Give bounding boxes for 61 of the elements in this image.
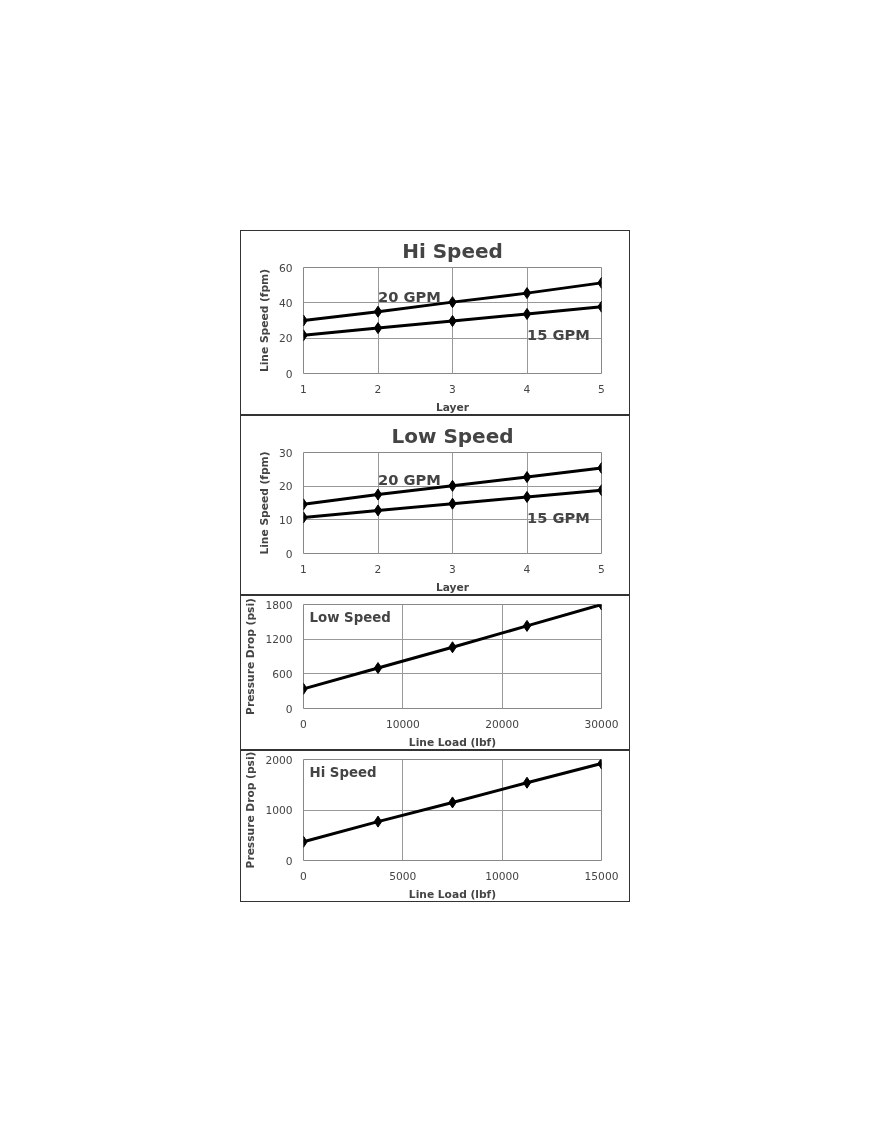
x-tick-label: 2 (374, 562, 382, 576)
series-label: 20 GPM (378, 287, 441, 305)
x-tick-label: 5 (598, 382, 605, 396)
y-tick-label: 1000 (265, 804, 293, 817)
x-tick-label: 4 (523, 562, 531, 576)
x-tick-label: 1 (300, 562, 307, 576)
y-tick-label: 2000 (265, 753, 293, 767)
y-tick-label: 30 (278, 446, 293, 460)
x-tick-label: 1 (300, 382, 307, 396)
y-axis-title: Line Speed (fpm) (257, 268, 271, 373)
point (373, 815, 383, 828)
point (373, 488, 383, 501)
x-tick-label: 3 (449, 382, 456, 396)
y-tick-label: 0 (285, 547, 293, 561)
y-tick-label: 1200 (265, 633, 293, 647)
y-tick-label: 1800 (265, 598, 293, 612)
x-tick-label: 5000 (389, 869, 417, 883)
y-tick-label: 600 (272, 667, 293, 681)
y-axis-title: Line Speed (fpm) (257, 451, 271, 555)
y-tick-label: 20 (278, 480, 293, 494)
point (522, 287, 532, 300)
point (373, 305, 383, 318)
point (373, 504, 383, 517)
x-tick-label: 10000 (485, 869, 520, 883)
x-axis-title: Line Load (lbf) (408, 735, 497, 749)
x-tick-label: 0 (300, 869, 308, 883)
series-label: 15 GPM (527, 325, 590, 343)
point (522, 776, 532, 789)
point (522, 490, 532, 503)
y-tick-label: 0 (285, 854, 293, 868)
series-label: 15 GPM (527, 508, 590, 526)
x-axis-title: Layer (435, 580, 470, 594)
x-tick-label: 30000 (584, 717, 619, 731)
y-tick-label: 20 (278, 332, 293, 346)
x-tick-label: 10000 (385, 717, 420, 731)
x-tick-label: 0 (300, 717, 308, 731)
point (522, 619, 532, 632)
x-axis-title: Layer (435, 400, 470, 414)
point (522, 471, 532, 484)
y-tick-label: 0 (285, 367, 293, 381)
point (522, 307, 532, 320)
chart-title: Low Speed (391, 423, 514, 448)
y-axis-title: Pressure Drop (psi) (244, 751, 258, 869)
series-label: 20 GPM (378, 470, 441, 488)
y-tick-label: 60 (278, 261, 293, 275)
y-axis-title: Pressure Drop (psi) (244, 598, 258, 715)
chart-title: Hi Speed (402, 238, 503, 263)
y-tick-label: 40 (278, 296, 293, 310)
x-tick-label: 2 (374, 382, 382, 396)
annotation: Low Speed (309, 609, 391, 625)
point (373, 662, 383, 675)
annotation: Hi Speed (309, 764, 377, 780)
point (373, 322, 383, 335)
y-tick-label: 0 (285, 702, 293, 716)
x-axis-title: Line Load (lbf) (408, 887, 497, 901)
y-tick-label: 10 (278, 513, 293, 527)
x-tick-label: 4 (523, 382, 531, 396)
x-tick-label: 20000 (485, 717, 520, 731)
x-tick-label: 15000 (584, 869, 619, 883)
x-tick-label: 5 (598, 562, 605, 576)
x-tick-label: 3 (449, 562, 456, 576)
